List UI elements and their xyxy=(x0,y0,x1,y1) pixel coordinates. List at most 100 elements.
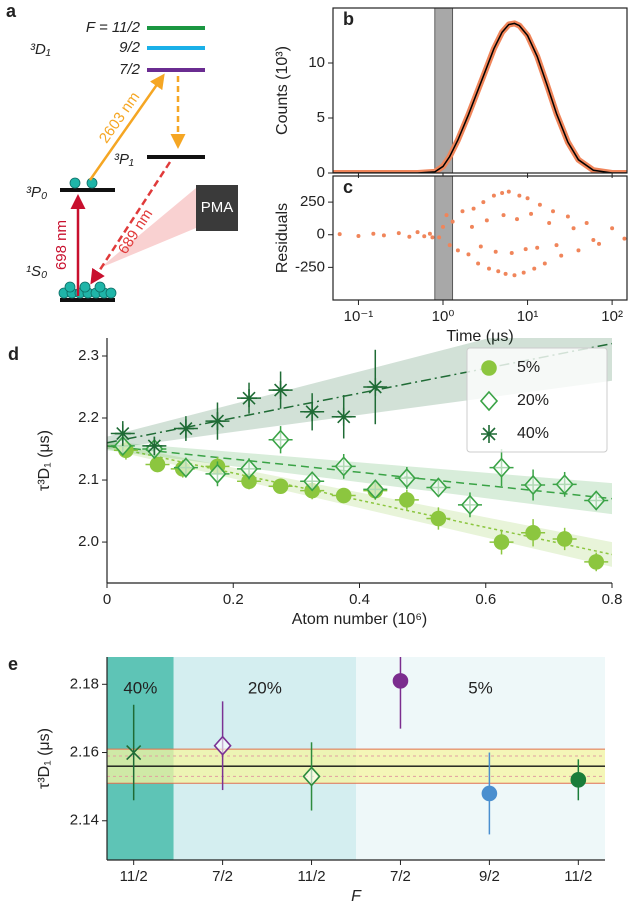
plot-area xyxy=(107,657,605,860)
shaded-region xyxy=(434,176,454,300)
residual-point xyxy=(537,202,542,207)
residual-point xyxy=(551,209,556,214)
residual-point xyxy=(466,252,471,257)
marker xyxy=(524,474,543,496)
residual-point xyxy=(415,230,420,235)
panel: 0 5 10 b Counts (10³) xyxy=(274,7,628,181)
atoms xyxy=(58,177,117,299)
x-tick-label: 10¹ xyxy=(517,308,539,325)
marker xyxy=(208,463,227,485)
region-label: 40% xyxy=(123,678,157,697)
panel: 2.0 2.1 2.2 2.3 0 0.2 0.4 0.6 0.8 d Atom number (1… xyxy=(8,338,623,628)
residual-point xyxy=(500,190,505,195)
panel: -250 0 250 10⁻¹ 10⁰ 10¹ 10² c Time (μs) Residuals xyxy=(274,175,628,345)
marker xyxy=(481,785,498,802)
y-axis-label: τ³D₁ (μs) xyxy=(36,430,53,491)
x-tick-label: 10⁰ xyxy=(432,308,455,325)
panel-label: a xyxy=(6,1,17,21)
plot-area xyxy=(333,8,627,173)
residual-point xyxy=(491,193,496,198)
fit-band xyxy=(107,441,612,515)
plot-area xyxy=(107,338,612,572)
marker xyxy=(492,457,511,478)
region-label: 20% xyxy=(248,678,282,697)
marker xyxy=(570,772,587,788)
x-tick-label: 11/2 xyxy=(564,868,592,885)
shaded-region xyxy=(434,8,454,173)
marker xyxy=(304,402,321,421)
arrow xyxy=(88,73,165,181)
y-tick-label: 2.0 xyxy=(78,533,99,550)
residual-point xyxy=(484,218,489,223)
residual-point xyxy=(523,247,528,252)
residual-point xyxy=(371,231,376,236)
detector-label: PMA xyxy=(201,199,234,216)
x-tick-label: 9/2 xyxy=(479,868,500,885)
residual-point xyxy=(521,270,526,275)
marker xyxy=(241,389,258,408)
x-tick-label: 0.2 xyxy=(223,591,244,608)
residual-point xyxy=(496,269,501,274)
residual-point xyxy=(554,243,559,248)
residual-point xyxy=(441,224,446,229)
marker xyxy=(366,479,385,500)
residual-point xyxy=(503,271,508,276)
marker xyxy=(114,424,131,443)
residual-point xyxy=(591,237,596,242)
residual-point xyxy=(622,236,627,241)
residual-point xyxy=(487,266,492,271)
fit-line xyxy=(107,445,612,500)
residual-point xyxy=(381,233,386,238)
x-tick-label: 10⁻¹ xyxy=(344,308,374,325)
marker xyxy=(302,766,321,787)
residual-point xyxy=(529,211,534,216)
marker xyxy=(479,390,499,412)
y-axis-label: τ³D₁ (μs) xyxy=(36,728,53,789)
residual-point xyxy=(597,241,602,246)
y-tick-label: 2.1 xyxy=(78,471,99,488)
marker xyxy=(239,458,259,480)
y-tick-label: 2.18 xyxy=(70,675,99,692)
residual-point xyxy=(422,234,427,239)
y-tick-label: 10 xyxy=(308,54,325,71)
residual-point xyxy=(450,219,455,224)
residual-point xyxy=(584,220,589,225)
x-tick-label: 0.8 xyxy=(602,591,623,608)
x-tick-label: 11/2 xyxy=(297,868,325,885)
marker xyxy=(272,381,289,400)
legend-label: 40% xyxy=(517,425,549,442)
marker xyxy=(271,429,290,450)
x-axis-label: F xyxy=(351,888,362,905)
residual-point xyxy=(447,243,452,248)
residual-point xyxy=(517,193,522,198)
panel-a: a F = 11/2 9/2 7/2 ³D₁ ³P₁ ³P₀ ¹S₀ PMA 2… xyxy=(6,1,238,302)
y-tick-label: 2.14 xyxy=(70,812,99,829)
x-tick-label: 0.6 xyxy=(475,591,496,608)
residual-point xyxy=(396,231,401,236)
marker xyxy=(399,492,415,508)
y-tick-label: 2.2 xyxy=(78,409,99,426)
axes-frame xyxy=(332,7,628,174)
residual-point xyxy=(437,235,442,240)
residual-point xyxy=(547,220,552,225)
marker xyxy=(481,360,497,376)
residual-point xyxy=(407,234,412,239)
marker xyxy=(430,510,447,527)
marker xyxy=(460,494,480,516)
x-tick-label: 7/2 xyxy=(390,868,411,885)
x-tick-label: 7/2 xyxy=(212,868,233,885)
level-label: F = 11/2 xyxy=(86,19,141,36)
level-label: ³P₀ xyxy=(26,184,47,201)
y-tick-label: 250 xyxy=(300,193,325,210)
marker xyxy=(481,425,497,443)
panel-label: c xyxy=(343,177,353,197)
marker xyxy=(493,534,510,550)
residual-point xyxy=(356,234,361,239)
panel-label: b xyxy=(343,9,354,29)
marker xyxy=(588,554,605,570)
x-tick-label: 0.4 xyxy=(349,591,370,608)
panel-label: d xyxy=(8,344,19,364)
x-axis-label: Atom number (10⁶) xyxy=(292,611,428,628)
level-label: ³D₁ xyxy=(30,41,51,58)
y-tick-label: 2.3 xyxy=(78,347,99,364)
